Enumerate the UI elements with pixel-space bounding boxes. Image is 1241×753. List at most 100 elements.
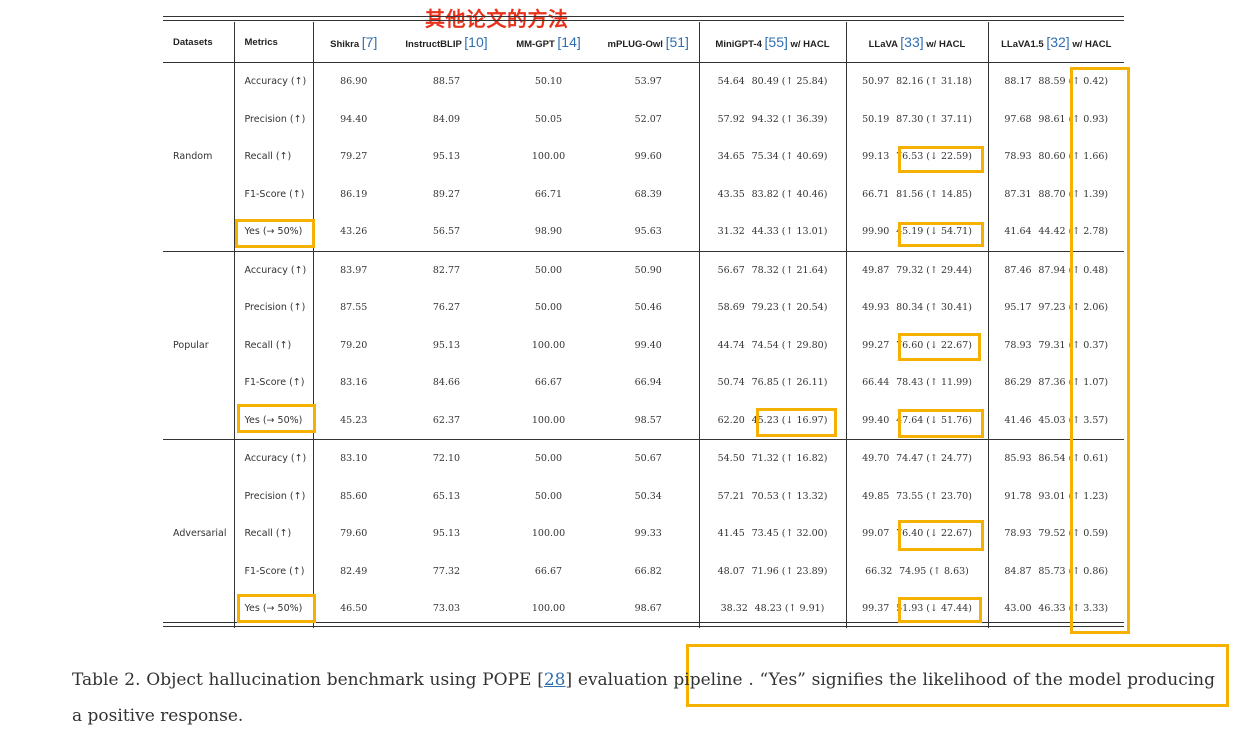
cell-shikra: 86.19 [340, 188, 368, 200]
ref-link[interactable]: [14] [557, 34, 581, 50]
cell-minigpt: 57.92 94.32 (↑ 36.39) [699, 100, 847, 138]
table-top-rule [163, 16, 1124, 17]
metric-label: F1-Score (↑) [234, 364, 314, 402]
cell-instructblip: 65.13 [432, 490, 461, 502]
cell-mplug: 99.60 [598, 138, 700, 176]
highlight-box-llava-recall-random [898, 146, 984, 173]
col-header-llava15: LLaVA1.5 [32] w/ HACL [988, 22, 1124, 63]
hacl-value: 73.55 (↑ 23.70) [896, 490, 972, 502]
col-header-mmgpt: MM-GPT [14] [499, 22, 598, 63]
ref-link[interactable]: [10] [464, 34, 488, 50]
dataset-label: Adversarial [163, 439, 235, 628]
baseline-value: 99.07 [862, 528, 890, 540]
cell-instructblip: 73.03 [432, 603, 461, 615]
col-header-mplug: mPLUG-Owl [51] [598, 22, 700, 63]
cell-mmgpt: 100.00 [531, 339, 566, 351]
cell-llava15: 78.93 79.52 (↑ 0.59) [988, 515, 1124, 553]
cell-mplug: 50.90 [598, 251, 700, 289]
cell-mmgpt: 50.00 [534, 302, 563, 314]
cell-instructblip: 72.10 [432, 453, 461, 465]
cell-instructblip: 88.57 [432, 76, 461, 88]
baseline-value: 78.93 [1004, 151, 1032, 163]
cell-llava15: 85.93 86.54 (↑ 0.61) [988, 440, 1124, 478]
hacl-value: 97.23 (↑ 2.06) [1038, 302, 1109, 314]
col-header-minigpt: MiniGPT-4 [55] w/ HACL [699, 22, 847, 63]
ref-link[interactable]: [7] [361, 34, 378, 50]
ref-link[interactable]: [33] [900, 34, 924, 50]
table-row: Yes (→ 50%) 45.23 62.37 100.00 98.57 62.20 45.… [163, 401, 1124, 440]
ref-link[interactable]: [32] [1046, 34, 1070, 50]
table-row: Recall (↑) 79.60 95.13 100.00 99.33 41.45 73.4… [163, 515, 1124, 553]
hacl-value: 74.47 (↑ 24.77) [896, 453, 972, 465]
metric-label: Recall (↑) [234, 138, 314, 176]
cell-shikra: 79.20 [340, 339, 368, 351]
metric-label: F1-Score (↑) [234, 175, 314, 213]
cell-instructblip: 84.66 [432, 377, 461, 389]
cell-llava: 66.32 74.95 (↑ 8.63) [846, 552, 989, 590]
baseline-value: 41.45 [717, 528, 745, 540]
cell-minigpt: 38.32 48.23 (↑ 9.91) [699, 590, 847, 628]
cell-mmgpt: 100.00 [531, 528, 566, 540]
baseline-value: 34.65 [717, 151, 745, 163]
cell-shikra: 83.16 [340, 377, 368, 389]
baseline-value: 97.68 [1004, 113, 1032, 125]
baseline-value: 49.85 [862, 490, 890, 502]
cell-minigpt: 48.07 71.96 (↑ 23.89) [699, 552, 847, 590]
ref-link[interactable]: [51] [665, 34, 689, 50]
caption-ref-link[interactable]: 28 [543, 670, 566, 690]
cell-llava15: 87.31 88.70 (↑ 1.39) [988, 176, 1124, 214]
ref-link[interactable]: [55] [764, 34, 788, 50]
hacl-value: 79.32 (↑ 29.44) [896, 264, 972, 276]
cell-minigpt: 31.32 44.33 (↑ 13.01) [699, 213, 847, 252]
baseline-value: 87.31 [1004, 188, 1032, 200]
highlight-box-caption-yes [686, 644, 1229, 707]
hacl-value: 98.61 (↑ 0.93) [1038, 113, 1109, 125]
cell-minigpt: 54.50 71.32 (↑ 16.82) [699, 439, 847, 478]
hacl-value: 87.94 (↑ 0.48) [1038, 264, 1109, 276]
highlight-box-llava-recall-popular [898, 333, 981, 361]
cell-mmgpt: 50.00 [534, 453, 563, 465]
hacl-value: 45.23 (↓ 16.97) [751, 414, 828, 426]
table-row: F1-Score (↑) 82.49 77.32 66.67 66.82 48.07 71.… [163, 552, 1124, 590]
cell-llava15: 41.46 45.03 (↑ 3.57) [988, 401, 1124, 440]
baseline-value: 78.93 [1004, 528, 1032, 540]
highlight-box-llava-recall-adversarial [898, 520, 984, 551]
table-row: Popular Accuracy (↑) 83.97 82.77 50.00 50.90 5… [163, 251, 1124, 440]
cell-instructblip: 62.37 [394, 401, 499, 440]
baseline-value: 50.97 [862, 76, 890, 88]
cell-shikra: 46.50 [340, 603, 368, 615]
metric-label: Accuracy (↑) [234, 439, 314, 478]
hacl-value: 76.40 (↓ 22.67) [896, 528, 972, 540]
baseline-value: 49.93 [862, 302, 890, 314]
table-row: Precision (↑) 85.60 65.13 50.00 50.34 57.21 70… [163, 477, 1124, 515]
cell-minigpt: 62.20 45.23 (↓ 16.97) [699, 401, 847, 440]
cell-llava15: 95.17 97.23 (↑ 2.06) [988, 289, 1124, 327]
col-header-llava: LLaVA [33] w/ HACL [846, 22, 989, 63]
hacl-value: 85.73 (↑ 0.86) [1038, 565, 1109, 577]
cell-instructblip: 76.27 [432, 302, 461, 314]
cell-llava: 49.93 80.34 (↑ 30.41) [846, 289, 989, 327]
hacl-value: 71.96 (↑ 23.89) [751, 565, 828, 577]
cell-mmgpt: 100.00 [531, 151, 566, 163]
cell-mplug: 52.07 [598, 100, 700, 138]
hacl-value: 70.53 (↑ 13.32) [751, 490, 828, 502]
baseline-value: 66.44 [862, 377, 890, 389]
dataset-label: Random [163, 62, 235, 252]
cell-mmgpt: 66.67 [534, 377, 563, 389]
table-row: F1-Score (↑) 83.16 84.66 66.67 66.94 50.74 76.… [163, 364, 1124, 402]
baseline-value: 99.13 [862, 151, 890, 163]
baseline-value: 43.00 [1004, 603, 1032, 615]
cell-llava: 99.37 51.93 (↓ 47.44) [846, 590, 989, 628]
cell-mplug: 50.34 [598, 477, 700, 515]
cell-minigpt: 34.65 75.34 (↑ 40.69) [699, 138, 847, 176]
cell-minigpt: 44.74 74.54 (↑ 29.80) [699, 326, 847, 364]
baseline-value: 99.37 [862, 603, 890, 615]
hacl-value: 45.19 (↓ 54.71) [896, 226, 972, 238]
baseline-value: 58.69 [717, 302, 745, 314]
table-row: F1-Score (↑) 86.19 89.27 66.71 68.39 43.35 83.… [163, 175, 1124, 214]
cell-llava15: 78.93 80.60 (↑ 1.66) [988, 138, 1124, 176]
metric-label: Precision (↑) [234, 100, 314, 138]
cell-llava: 99.13 76.53 (↓ 22.59) [846, 138, 989, 176]
cell-shikra: 83.97 [340, 264, 368, 276]
cell-minigpt: 58.69 79.23 (↑ 20.54) [699, 289, 847, 327]
